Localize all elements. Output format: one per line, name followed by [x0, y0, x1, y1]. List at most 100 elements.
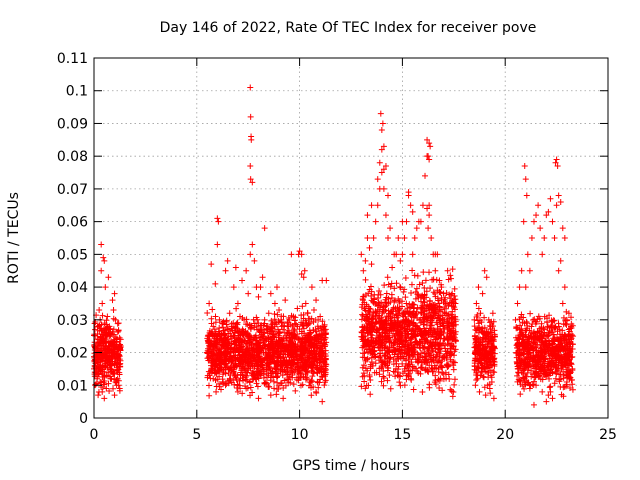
data-point [360, 336, 367, 343]
y-tick-label: 0.06 [57, 215, 88, 231]
data-point [322, 365, 329, 372]
data-point [477, 349, 484, 356]
data-point [449, 393, 456, 400]
data-point [448, 299, 455, 306]
data-point [405, 361, 412, 368]
data-point [434, 349, 441, 356]
data-point [255, 395, 262, 402]
data-point [445, 326, 452, 333]
data-point [271, 385, 278, 392]
data-point [425, 350, 432, 357]
data-point [524, 369, 531, 376]
data-point [438, 296, 445, 303]
data-point [377, 347, 384, 354]
data-point [278, 318, 285, 325]
data-point [105, 324, 112, 331]
data-point [392, 297, 399, 304]
data-point [110, 343, 117, 350]
data-point [546, 384, 553, 391]
data-point [551, 380, 558, 387]
data-point [394, 304, 401, 311]
data-point [528, 367, 535, 374]
data-point [364, 356, 371, 363]
data-point [300, 350, 307, 357]
data-point [268, 317, 275, 324]
data-point [450, 389, 457, 396]
data-point [406, 301, 413, 308]
data-point [204, 310, 211, 317]
data-point [438, 306, 445, 313]
data-point [379, 359, 386, 366]
data-point [563, 381, 570, 388]
data-point [360, 297, 367, 304]
data-point [110, 315, 117, 322]
data-point [518, 311, 525, 318]
data-point [263, 351, 270, 358]
data-point [369, 320, 376, 327]
data-point [101, 395, 108, 402]
data-point [372, 308, 379, 315]
data-point [241, 337, 248, 344]
data-point [450, 366, 457, 373]
data-point [436, 300, 443, 307]
data-point [394, 369, 401, 376]
data-point [477, 341, 484, 348]
data-point [473, 369, 480, 376]
data-point [258, 348, 265, 355]
data-point [542, 371, 549, 378]
data-point [236, 377, 243, 384]
data-point [553, 343, 560, 350]
data-point [529, 381, 536, 388]
data-point [413, 285, 420, 292]
data-point [385, 235, 392, 241]
data-point [310, 347, 317, 354]
data-point [551, 335, 558, 342]
data-point [563, 368, 570, 375]
data-point [117, 363, 124, 370]
data-point [302, 374, 309, 381]
data-point [253, 380, 260, 387]
data-point [521, 320, 528, 327]
y-tick-label: 0.01 [57, 378, 88, 394]
data-point [443, 312, 450, 319]
data-point [216, 346, 223, 353]
data-point [291, 317, 298, 324]
data-point [427, 356, 434, 363]
data-point [386, 328, 393, 335]
data-point [211, 333, 218, 340]
data-point [424, 136, 431, 143]
data-point [209, 367, 216, 374]
data-point [555, 267, 562, 274]
data-point [481, 365, 488, 372]
data-point [561, 235, 568, 241]
data-point [426, 202, 433, 209]
data-point [530, 218, 537, 225]
data-point [388, 317, 395, 324]
data-point [483, 274, 490, 281]
data-point [380, 185, 387, 192]
data-point [318, 363, 325, 370]
x-tick-label: 25 [599, 427, 617, 443]
data-point [236, 358, 243, 365]
data-point [244, 369, 251, 376]
data-point [421, 349, 428, 356]
data-point [480, 364, 487, 371]
data-point [476, 388, 483, 395]
data-point [381, 282, 388, 289]
data-point [520, 218, 527, 225]
data-point [485, 374, 492, 381]
data-point [293, 321, 300, 328]
y-tick-label: 0.02 [57, 346, 88, 362]
data-point [239, 390, 246, 397]
data-point [358, 328, 365, 335]
data-point [520, 341, 527, 348]
data-point [549, 324, 556, 331]
data-point [538, 350, 545, 357]
data-point [384, 377, 391, 384]
data-point [420, 329, 427, 336]
data-point [388, 294, 395, 301]
data-point [239, 328, 246, 335]
data-point [415, 326, 422, 333]
data-point [386, 358, 393, 365]
